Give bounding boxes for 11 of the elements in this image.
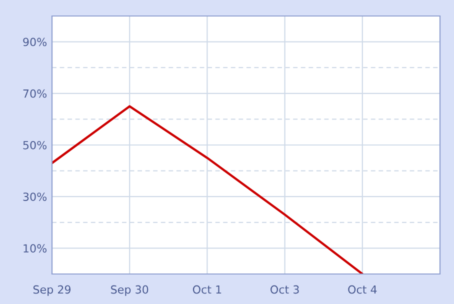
x-tick-label: Oct 1 — [192, 285, 222, 294]
y-tick-label: 10% — [24, 244, 47, 253]
y-tick-label: 30% — [23, 192, 47, 201]
x-tick-label: Oct 3 — [270, 285, 299, 294]
x-tick-label: Sep 29 — [33, 285, 71, 296]
y-tick-label: 90% — [23, 38, 47, 46]
y-tick-label: 70% — [23, 89, 47, 98]
y-tick-label: 50% — [23, 140, 47, 150]
x-tick-label: Oct 4 — [348, 285, 377, 294]
line-series — [52, 105, 364, 274]
x-tick-label: Sep 30 — [111, 285, 148, 296]
